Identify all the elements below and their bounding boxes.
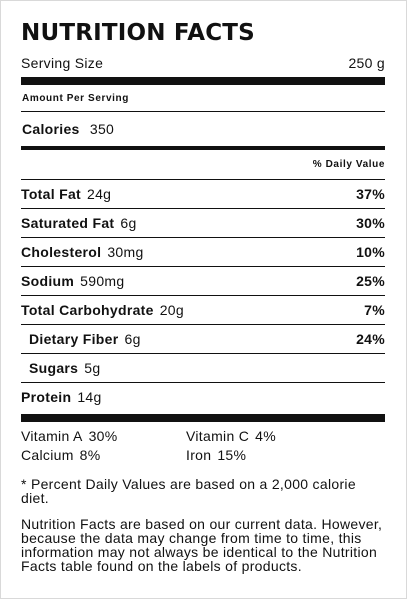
nutrient-percent: 37%: [356, 186, 385, 202]
vitamin-a: Vitamin A 30%: [21, 427, 186, 446]
nutrient-amount: 20g: [159, 302, 184, 318]
nutrient-label: Saturated Fat: [21, 215, 115, 231]
nutrient-row-total-fat: Total Fat 24g 37%: [21, 180, 385, 209]
nutrient-label: Dietary Fiber: [29, 331, 119, 347]
vitamin-value: 4%: [255, 428, 276, 444]
nutrient-percent: 7%: [364, 302, 385, 318]
nutrient-label: Cholesterol: [21, 244, 102, 260]
thick-divider: [21, 77, 385, 85]
calories-label: Calories: [22, 121, 80, 137]
protein-amount: 14g: [77, 389, 102, 405]
vitamin-label: Calcium: [21, 447, 74, 463]
thin-divider: [21, 179, 385, 180]
amount-per-serving: Amount Per Serving: [22, 93, 129, 104]
nutrient-percent: 30%: [356, 215, 385, 231]
nutrient-label: Sodium: [21, 273, 75, 289]
nutrient-amount: 6g: [120, 215, 137, 231]
nutrient-percent: 25%: [356, 273, 385, 289]
vitamin-value: 8%: [79, 447, 101, 463]
daily-value-header: % Daily Value: [312, 159, 385, 170]
serving-size-value: 250 g: [348, 55, 385, 71]
nutrient-row-sodium: Sodium 590mg 25%: [21, 267, 385, 296]
vitamin-value: 15%: [217, 447, 247, 463]
calories-row: Calories 350: [21, 112, 385, 146]
vitamin-value: 30%: [88, 428, 118, 444]
nutrient-row-saturated-fat: Saturated Fat 6g 30%: [21, 209, 385, 238]
nutrient-amount: 24g: [87, 186, 112, 202]
nutrient-label: Total Fat: [21, 186, 81, 202]
daily-value-footnote: * Percent Daily Values are based on a 2,…: [21, 476, 356, 506]
data-disclaimer: Nutrition Facts are based on our current…: [21, 516, 383, 574]
vitamins-grid: Vitamin A 30% Vitamin C 4% Calcium 8% Iron 1…: [21, 422, 385, 465]
nutrient-amount: 590mg: [80, 273, 125, 289]
nutrient-amount: 30mg: [107, 244, 144, 260]
vitamin-label: Iron: [186, 447, 212, 463]
nutrient-percent: 24%: [356, 331, 385, 347]
protein-label: Protein: [21, 389, 72, 405]
serving-size-label: Serving Size: [21, 55, 104, 71]
medium-divider: [21, 146, 385, 150]
nutrient-row-total-carbohydrate: Total Carbohydrate 20g 7%: [21, 296, 385, 325]
nutrient-row-sugars: Sugars 5g: [21, 354, 385, 383]
nutrient-row-dietary-fiber: Dietary Fiber 6g 24%: [21, 325, 385, 354]
nutrient-percent: 10%: [356, 244, 385, 260]
label-title: NUTRITION FACTS: [21, 20, 255, 46]
nutrient-amount: 5g: [84, 360, 101, 376]
vitamin-label: Vitamin C: [186, 428, 250, 444]
serving-size-row: Serving Size 250 g: [21, 55, 385, 72]
calories-value: 350: [89, 121, 115, 137]
protein-row: Protein 14g: [21, 383, 385, 412]
nutrient-label: Total Carbohydrate: [21, 302, 154, 318]
thin-divider: [21, 111, 385, 112]
nutrient-amount: 6g: [124, 331, 141, 347]
calcium: Calcium 8%: [21, 446, 186, 465]
thick-divider: [21, 414, 385, 422]
iron: Iron 15%: [186, 446, 385, 465]
vitamin-label: Vitamin A: [21, 428, 83, 444]
vitamin-c: Vitamin C 4%: [186, 427, 385, 446]
nutrient-row-cholesterol: Cholesterol 30mg 10%: [21, 238, 385, 267]
nutrient-label: Sugars: [29, 360, 79, 376]
